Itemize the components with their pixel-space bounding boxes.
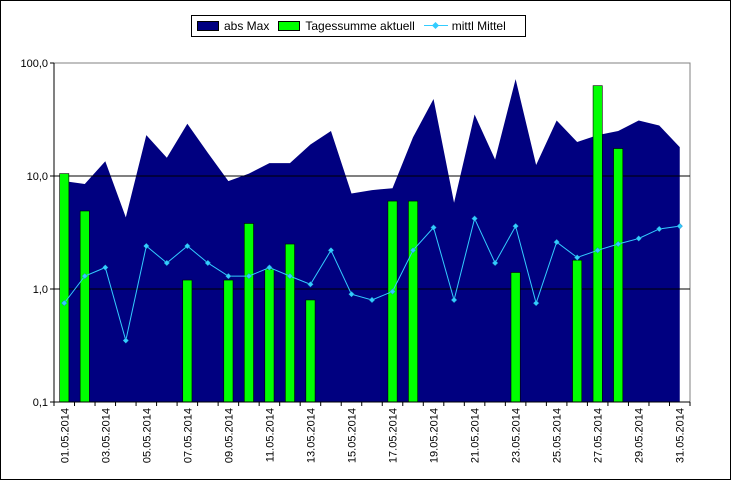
x-tick-label: 29.05.2014 [634, 408, 646, 463]
x-tick-label: 05.05.2014 [141, 408, 153, 463]
y-tick-label: 10,0 [27, 171, 48, 183]
bar-tagessumme [305, 299, 316, 403]
x-tick-label: 17.05.2014 [388, 408, 400, 463]
x-tick-label: 25.05.2014 [552, 408, 564, 463]
x-tick-label: 03.05.2014 [100, 408, 112, 463]
legend-label-tagessumme: Tagessumme aktuell [305, 19, 415, 33]
legend-label-abs-max: abs Max [224, 19, 270, 33]
line-point-mittl-mittel [389, 288, 396, 295]
x-tick-label: 15.05.2014 [346, 408, 358, 463]
legend-item-mittl-mittel: mittl Mittel [423, 19, 506, 33]
legend-item-tagessumme: Tagessumme aktuell [278, 19, 415, 33]
bar-tagessumme [572, 259, 583, 403]
bar-tagessumme [285, 243, 295, 403]
line-point-mittl-mittel [594, 247, 601, 254]
line-point-mittl-mittel [553, 238, 560, 246]
y-tick-label: 0,1 [33, 397, 48, 409]
line-point-mittl-mittel [615, 240, 622, 248]
bar-tagessumme [79, 210, 90, 403]
bar-tagessumme [510, 272, 521, 403]
x-tick-label: 01.05.2014 [59, 408, 71, 463]
line-point-mittl-mittel [286, 272, 294, 280]
x-tick-label: 19.05.2014 [429, 408, 441, 463]
x-tick-label: 13.05.2014 [305, 408, 317, 463]
line-point-mittl-mittel [512, 222, 519, 230]
line-point-mittl-mittel [409, 247, 417, 254]
legend-label-mittl-mittel: mittl Mittel [451, 19, 506, 33]
line-point-mittl-mittel [81, 272, 88, 280]
line-point-mittl-mittel [143, 242, 150, 250]
line-point-mittl-mittel [635, 235, 642, 242]
line-point-mittl-mittel [163, 259, 170, 267]
line-point-mittl-mittel [430, 224, 437, 231]
area-abs-max [64, 79, 680, 402]
legend-swatch-tagessumme [278, 21, 301, 31]
x-tick-label: 21.05.2014 [470, 408, 482, 463]
x-tick-label: 11.05.2014 [264, 408, 276, 462]
line-point-mittl-mittel [532, 299, 540, 307]
line-point-mittl-mittel [348, 291, 355, 298]
line-point-mittl-mittel [184, 242, 191, 250]
line-point-mittl-mittel [307, 281, 314, 288]
legend: abs Max Tagessumme aktuell mittl Mittel [191, 15, 526, 37]
line-point-mittl-mittel [574, 254, 581, 261]
bar-tagessumme [59, 173, 70, 403]
legend-swatch-mittl-mittel [423, 21, 448, 31]
line-point-mittl-mittel [676, 222, 683, 230]
bar-tagessumme [408, 200, 418, 403]
bar-tagessumme [592, 85, 603, 403]
x-tick-label: 23.05.2014 [511, 408, 523, 463]
bar-tagessumme [387, 200, 398, 403]
x-tick-label: 07.05.2014 [182, 408, 194, 463]
x-tick-label: 31.05.2014 [675, 408, 687, 463]
line-point-mittl-mittel [266, 264, 273, 271]
line-point-mittl-mittel [102, 264, 109, 271]
line-point-mittl-mittel [225, 272, 232, 280]
line-point-mittl-mittel [204, 259, 212, 267]
line-point-mittl-mittel [450, 296, 458, 304]
bar-tagessumme [243, 223, 254, 403]
line-point-mittl-mittel [491, 259, 499, 267]
line-point-mittl-mittel [368, 296, 376, 304]
bar-tagessumme [223, 279, 234, 403]
y-tick-label: 1,0 [33, 284, 48, 296]
line-point-mittl-mittel [471, 215, 478, 222]
x-tick-label: 09.05.2014 [223, 408, 235, 463]
y-tick-label: 100,0 [20, 58, 48, 70]
legend-swatch-abs-max [197, 21, 219, 31]
line-point-mittl-mittel [327, 247, 335, 254]
line-point-mittl-mittel [61, 299, 68, 307]
bar-tagessumme [613, 148, 624, 403]
line-point-mittl-mittel [245, 272, 253, 280]
legend-item-abs-max: abs Max [197, 19, 269, 33]
bar-tagessumme [264, 268, 275, 403]
line-point-mittl-mittel [122, 337, 129, 344]
x-tick-label: 27.05.2014 [593, 408, 605, 463]
line-point-mittl-mittel [656, 225, 663, 233]
bar-tagessumme [182, 279, 193, 403]
